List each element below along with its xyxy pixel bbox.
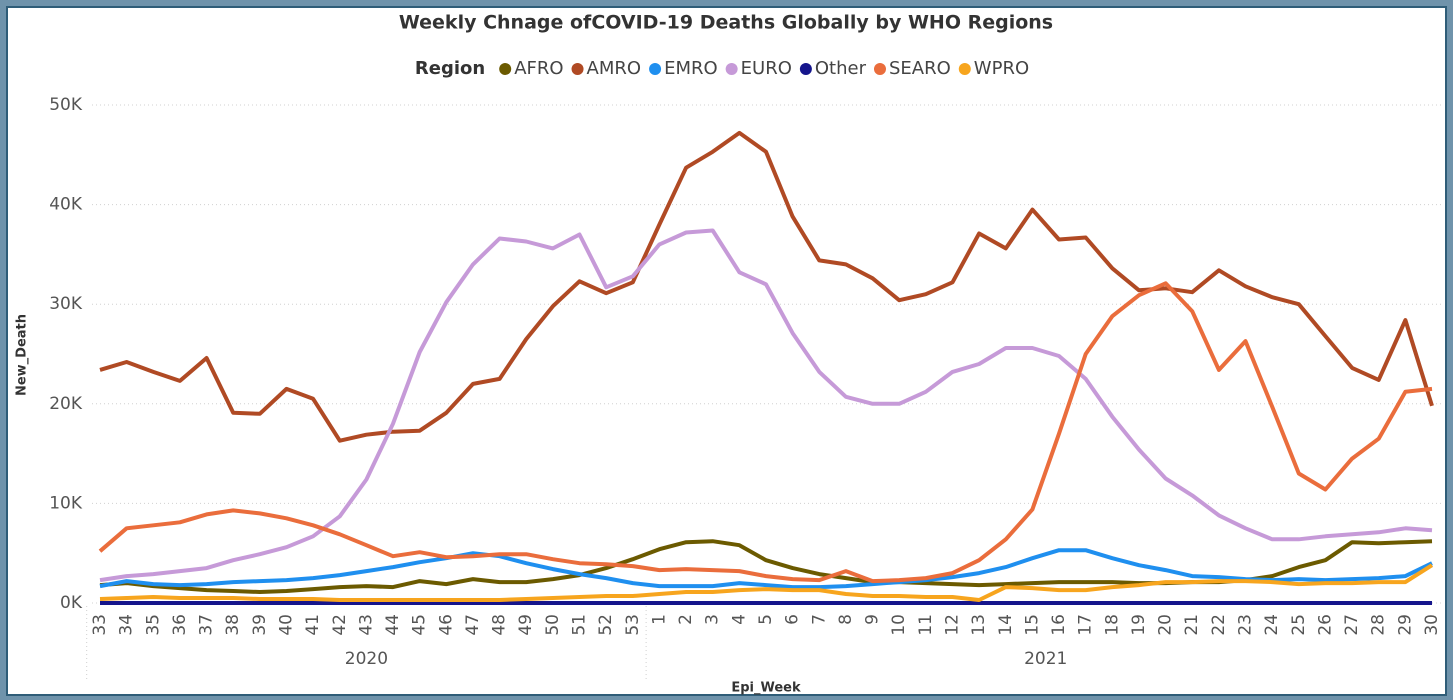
y-tick-label: 50K: [49, 95, 83, 115]
x-tick-label: 28: [1369, 614, 1389, 636]
x-tick-label: 15: [1022, 614, 1042, 636]
legend-marker: [958, 63, 971, 75]
x-tick-label: 18: [1102, 614, 1122, 636]
legend: Region AFRO AMRO EMRO EURO Other SEARO WPRO: [415, 58, 1029, 79]
x-tick-label: 40: [276, 614, 296, 636]
x-tick-label: 5: [756, 614, 776, 625]
legend-label: EMRO: [664, 58, 718, 79]
series-line: [99, 563, 1434, 602]
x-group-label: 2021: [1024, 649, 1067, 669]
legend-marker: [725, 63, 738, 75]
x-tick-label: 43: [356, 614, 376, 636]
legend-label: WPRO: [974, 58, 1029, 79]
x-tick-label: 39: [250, 614, 270, 636]
x-tick-label: 44: [383, 614, 403, 636]
x-tick-label: 10: [889, 614, 909, 636]
x-tick-label: 19: [1129, 614, 1149, 636]
legend-label: AMRO: [587, 58, 642, 79]
x-tick-label: 27: [1342, 614, 1362, 636]
x-tick-label: 2: [676, 614, 696, 625]
x-tick-label: 51: [570, 614, 590, 636]
y-tick-label: 0K: [60, 593, 83, 613]
legend-label: SEARO: [889, 58, 951, 79]
x-tick-label: 25: [1289, 614, 1309, 636]
chart-title: Weekly Chnage ofCOVID-19 Deaths Globally…: [399, 12, 1053, 34]
x-tick-label: 17: [1076, 614, 1096, 636]
series-line: [99, 130, 1434, 443]
x-tick-label: 3: [703, 614, 723, 625]
x-tick-label: 13: [969, 614, 989, 636]
x-tick-label: 34: [117, 614, 137, 636]
series-line: [99, 548, 1433, 590]
x-tick-label: 12: [942, 614, 962, 636]
x-tick-label: 21: [1182, 614, 1202, 636]
legend-marker: [499, 63, 512, 75]
y-axis-label: New_Death: [15, 314, 30, 396]
x-tick-label: 14: [996, 614, 1016, 636]
x-tick-label: 46: [436, 614, 456, 636]
legend-label: AFRO: [514, 58, 563, 79]
y-tick-label: 10K: [49, 493, 83, 513]
legend-label: EURO: [741, 58, 792, 79]
x-tick-label: 30: [1422, 614, 1442, 636]
x-tick-label: 41: [303, 614, 323, 636]
legend-label: Other: [815, 58, 867, 79]
x-tick-label: 48: [490, 614, 510, 636]
x-tick-label: 49: [516, 614, 536, 636]
x-tick-label: 8: [836, 614, 856, 625]
x-tick-label: 24: [1262, 614, 1282, 636]
x-tick-label: 47: [463, 614, 483, 636]
x-tick-label: 11: [916, 614, 936, 636]
y-tick-label: 40K: [49, 195, 83, 215]
y-tick-label: 30K: [49, 294, 83, 314]
x-axis-label: Epi_Week: [731, 681, 801, 696]
legend-marker: [799, 63, 812, 75]
series-line: [98, 281, 1433, 584]
x-tick-label: 7: [809, 614, 829, 625]
x-tick-label: 36: [170, 614, 190, 636]
x-tick-label: 23: [1236, 614, 1256, 636]
x-tick-label: 50: [543, 614, 563, 636]
x-tick-label: 16: [1049, 614, 1069, 636]
x-tick-label: 42: [330, 614, 350, 636]
legend-marker: [571, 63, 584, 75]
x-tick-label: 29: [1395, 614, 1415, 636]
x-tick-label: 52: [596, 614, 616, 636]
x-group-label: 2020: [345, 649, 388, 669]
x-tick-label: 53: [623, 614, 643, 636]
legend-title: Region: [415, 58, 485, 79]
legend-marker: [873, 63, 886, 75]
legend-marker: [649, 63, 662, 75]
x-tick-label: 38: [223, 614, 243, 636]
x-tick-label: 6: [783, 614, 803, 625]
y-tick-label: 20K: [49, 394, 83, 414]
x-tick-label: 45: [410, 614, 430, 636]
x-tick-label: 35: [143, 614, 163, 636]
x-tick-label: 1: [649, 614, 669, 625]
x-tick-label: 33: [90, 614, 110, 636]
x-tick-label: 26: [1315, 614, 1335, 636]
x-tick-label: 4: [729, 614, 749, 625]
x-tick-label: 20: [1156, 614, 1176, 636]
x-tick-label: 22: [1209, 614, 1229, 636]
x-tick-label: 9: [863, 614, 883, 625]
x-tick-label: 37: [197, 614, 217, 636]
